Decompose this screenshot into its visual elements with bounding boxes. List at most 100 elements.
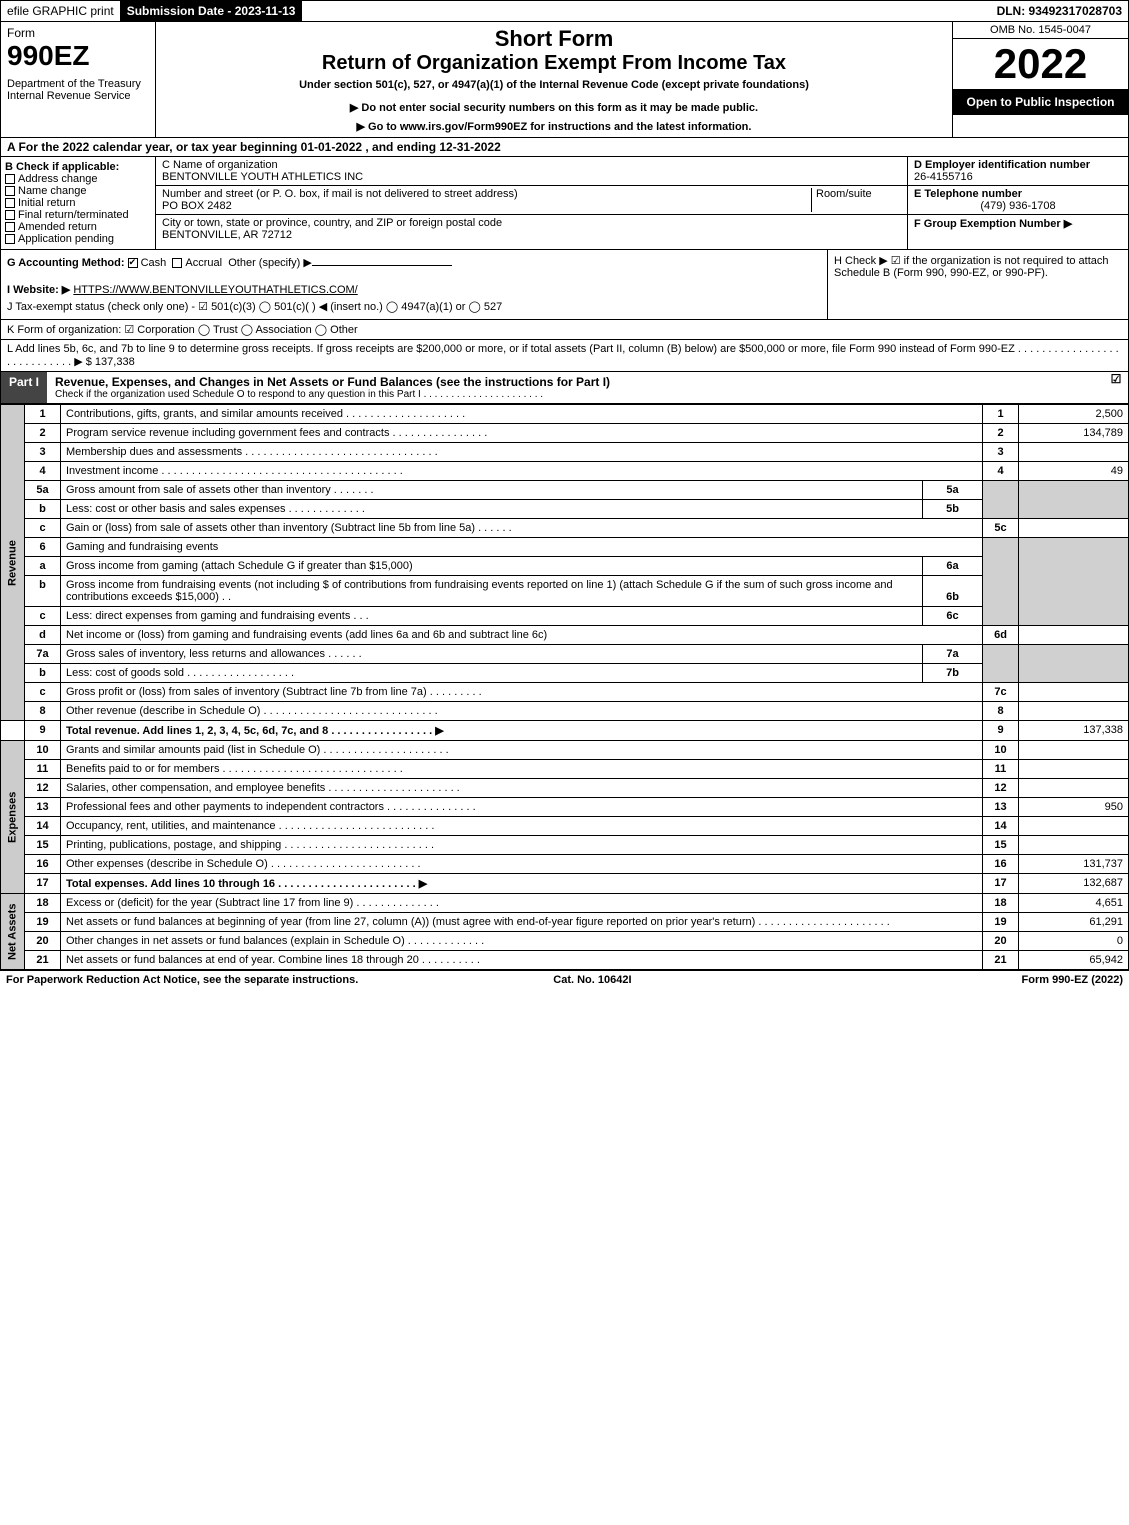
- row-19-val: 61,291: [1019, 913, 1129, 932]
- row-12-num: 12: [25, 779, 61, 798]
- footer-mid: Cat. No. 10642I: [553, 974, 631, 986]
- row-15-box: 15: [983, 836, 1019, 855]
- lbl-accrual: Accrual: [185, 257, 222, 269]
- chk-application-pending[interactable]: [5, 234, 15, 244]
- row-1-num: 1: [25, 405, 61, 424]
- row-7a-num: 7a: [25, 645, 61, 664]
- row-7c-val: [1019, 683, 1129, 702]
- row-3-num: 3: [25, 443, 61, 462]
- title-short-form: Short Form: [160, 26, 948, 52]
- chk-name-change[interactable]: [5, 186, 15, 196]
- grey-6abc-val: [1019, 538, 1129, 626]
- row-16-box: 16: [983, 855, 1019, 874]
- row-k: K Form of organization: ☑ Corporation ◯ …: [0, 320, 1129, 340]
- row-2-num: 2: [25, 424, 61, 443]
- row-5a-num: 5a: [25, 481, 61, 500]
- row-2-box: 2: [983, 424, 1019, 443]
- row-15-desc: Printing, publications, postage, and shi…: [61, 836, 983, 855]
- form-word: Form: [7, 26, 149, 40]
- part1-checkbox[interactable]: ☑: [1104, 372, 1128, 403]
- row-9-desc: Total revenue. Add lines 1, 2, 3, 4, 5c,…: [66, 725, 444, 737]
- form-header: Form 990EZ Department of the Treasury In…: [0, 22, 1129, 138]
- row-14-desc: Occupancy, rent, utilities, and maintena…: [61, 817, 983, 836]
- row-6a-mid: 6a: [923, 557, 983, 576]
- expenses-label: Expenses: [1, 741, 25, 894]
- row-18-num: 18: [25, 894, 61, 913]
- line-a: A For the 2022 calendar year, or tax yea…: [0, 138, 1129, 157]
- section-bc: B Check if applicable: Address change Na…: [0, 157, 1129, 250]
- row-1-val: 2,500: [1019, 405, 1129, 424]
- row-8-box: 8: [983, 702, 1019, 721]
- row-11-box: 11: [983, 760, 1019, 779]
- row-4-desc: Investment income . . . . . . . . . . . …: [61, 462, 983, 481]
- row-13-box: 13: [983, 798, 1019, 817]
- col-b-checkboxes: B Check if applicable: Address change Na…: [1, 157, 156, 249]
- ein-value: 26-4155716: [914, 171, 973, 183]
- row-5b-num: b: [25, 500, 61, 519]
- col-c-org-info: C Name of organization BENTONVILLE YOUTH…: [156, 157, 908, 249]
- chk-cash[interactable]: [128, 258, 138, 268]
- row-21-box: 21: [983, 951, 1019, 970]
- chk-initial-return[interactable]: [5, 198, 15, 208]
- row-17-num: 17: [25, 874, 61, 894]
- row-15-num: 15: [25, 836, 61, 855]
- row-5c-val: [1019, 519, 1129, 538]
- row-5a-desc: Gross amount from sale of assets other t…: [61, 481, 923, 500]
- row-6b-desc: Gross income from fundraising events (no…: [61, 576, 923, 607]
- row-12-val: [1019, 779, 1129, 798]
- row-18-val: 4,651: [1019, 894, 1129, 913]
- row-16-num: 16: [25, 855, 61, 874]
- website-url[interactable]: HTTPS://WWW.BENTONVILLEYOUTHATHLETICS.CO…: [73, 284, 357, 296]
- row-7a-mid: 7a: [923, 645, 983, 664]
- department: Department of the Treasury Internal Reve…: [7, 78, 149, 102]
- g-label: G Accounting Method:: [7, 257, 125, 269]
- chk-accrual[interactable]: [172, 258, 182, 268]
- row-7c-num: c: [25, 683, 61, 702]
- row-7c-box: 7c: [983, 683, 1019, 702]
- grey-5ab: [983, 481, 1019, 519]
- row-10-num: 10: [25, 741, 61, 760]
- part1-sub: Check if the organization used Schedule …: [55, 389, 1096, 400]
- efile-label: efile GRAPHIC print: [1, 1, 121, 21]
- row-5c-num: c: [25, 519, 61, 538]
- chk-amended-return[interactable]: [5, 222, 15, 232]
- name-label: C Name of organization: [162, 159, 278, 171]
- row-13-val: 950: [1019, 798, 1129, 817]
- open-to-public: Open to Public Inspection: [953, 89, 1128, 115]
- row-21-num: 21: [25, 951, 61, 970]
- row-12-desc: Salaries, other compensation, and employ…: [61, 779, 983, 798]
- row-3-desc: Membership dues and assessments . . . . …: [61, 443, 983, 462]
- netassets-label: Net Assets: [1, 894, 25, 970]
- row-5a-mid: 5a: [923, 481, 983, 500]
- row-6-desc: Gaming and fundraising events: [61, 538, 983, 557]
- row-11-val: [1019, 760, 1129, 779]
- row-3-val: [1019, 443, 1129, 462]
- row-6d-val: [1019, 626, 1129, 645]
- row-15-val: [1019, 836, 1129, 855]
- row-11-desc: Benefits paid to or for members . . . . …: [61, 760, 983, 779]
- row-5b-mid: 5b: [923, 500, 983, 519]
- row-2-val: 134,789: [1019, 424, 1129, 443]
- lbl-cash: Cash: [141, 257, 167, 269]
- part1-title-text: Revenue, Expenses, and Changes in Net As…: [55, 375, 610, 389]
- row-18-box: 18: [983, 894, 1019, 913]
- row-5b-desc: Less: cost or other basis and sales expe…: [61, 500, 923, 519]
- h-box: H Check ▶ ☑ if the organization is not r…: [828, 250, 1128, 319]
- row-9-val: 137,338: [1019, 721, 1129, 741]
- row-19-desc: Net assets or fund balances at beginning…: [61, 913, 983, 932]
- submission-date: Submission Date - 2023-11-13: [121, 1, 303, 21]
- row-19-box: 19: [983, 913, 1019, 932]
- row-10-box: 10: [983, 741, 1019, 760]
- row-4-val: 49: [1019, 462, 1129, 481]
- chk-address-change[interactable]: [5, 174, 15, 184]
- lbl-final-return: Final return/terminated: [18, 209, 129, 221]
- row-8-num: 8: [25, 702, 61, 721]
- other-method-input[interactable]: [312, 265, 452, 266]
- row-18-desc: Excess or (deficit) for the year (Subtra…: [61, 894, 983, 913]
- note-url: ▶ Go to www.irs.gov/Form990EZ for instru…: [160, 120, 948, 133]
- dln: DLN: 93492317028703: [991, 1, 1128, 21]
- row-14-num: 14: [25, 817, 61, 836]
- chk-final-return[interactable]: [5, 210, 15, 220]
- form-table: Revenue 1 Contributions, gifts, grants, …: [0, 404, 1129, 970]
- section-ghij: G Accounting Method: Cash Accrual Other …: [0, 250, 1129, 320]
